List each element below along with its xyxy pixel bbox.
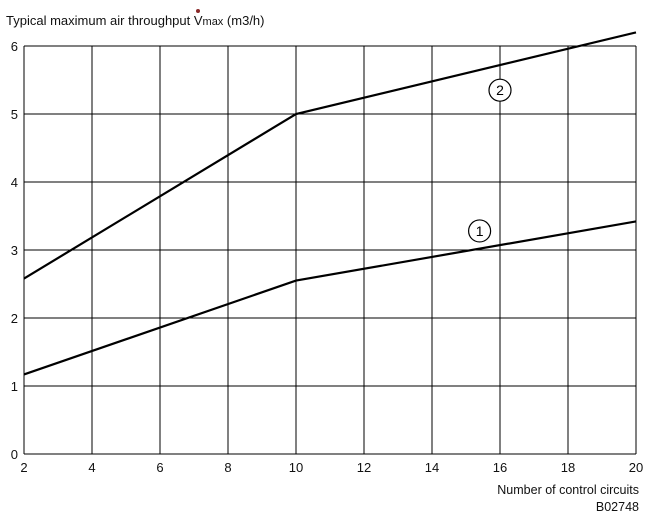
- y-tick-label: 1: [11, 379, 18, 394]
- x-tick-label: 8: [224, 460, 231, 475]
- y-axis-label-subscript: max: [203, 16, 224, 28]
- y-axis-label-symbol: V: [194, 13, 203, 28]
- x-tick-label: 6: [156, 460, 163, 475]
- x-tick-label: 20: [629, 460, 643, 475]
- x-tick-label: 4: [88, 460, 95, 475]
- series-lines: [24, 32, 636, 374]
- series-marker-1: 1: [469, 220, 491, 242]
- x-tick-label: 2: [20, 460, 27, 475]
- marker-label: 1: [476, 223, 484, 239]
- x-tick-label: 14: [425, 460, 439, 475]
- y-tick-label: 6: [11, 39, 18, 54]
- grid: [24, 46, 636, 454]
- y-axis-label: Typical maximum air throughput Vmax (m3/…: [6, 13, 264, 28]
- series-marker-2: 2: [489, 79, 511, 101]
- y-tick-label: 3: [11, 243, 18, 258]
- figure-code: B02748: [596, 500, 639, 514]
- series-markers: 12: [469, 79, 511, 242]
- x-tick-label: 12: [357, 460, 371, 475]
- y-axis-label-unit: (m3/h): [223, 13, 264, 28]
- x-tick-label: 16: [493, 460, 507, 475]
- y-tick-label: 5: [11, 107, 18, 122]
- x-tick-label: 18: [561, 460, 575, 475]
- y-axis-label-prefix: Typical maximum air throughput: [6, 13, 194, 28]
- x-tick-label: 10: [289, 460, 303, 475]
- series-line-1: [24, 221, 636, 374]
- series-line-2: [24, 32, 636, 278]
- y-tick-label: 4: [11, 175, 18, 190]
- marker-label: 2: [496, 82, 504, 98]
- y-tick-label: 0: [11, 447, 18, 462]
- x-axis-label: Number of control circuits: [497, 483, 639, 497]
- y-tick-label: 2: [11, 311, 18, 326]
